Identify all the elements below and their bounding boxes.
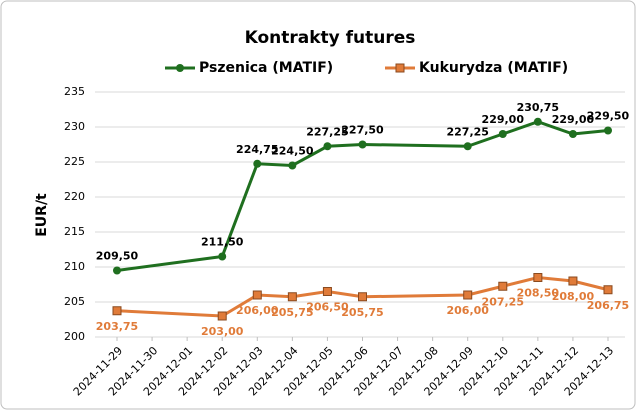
point [218, 252, 227, 261]
point [252, 290, 262, 300]
data-label: 203,00 [201, 325, 244, 338]
data-label: 209,50 [96, 250, 139, 263]
point [253, 159, 262, 168]
point [358, 292, 367, 302]
point [533, 117, 542, 126]
data-label: 229,00 [552, 113, 595, 126]
data-label: 227,50 [341, 124, 384, 137]
point [604, 126, 612, 135]
point [463, 142, 472, 151]
point [533, 273, 543, 282]
data-label: 206,50 [306, 301, 349, 314]
point [217, 311, 227, 321]
point [113, 266, 121, 275]
legend-marker [176, 64, 184, 72]
data-label: 227,25 [446, 125, 488, 138]
data-label: 211,50 [201, 236, 244, 249]
data-label: 206,75 [587, 299, 629, 312]
point [568, 276, 578, 286]
data-label: 206,00 [236, 304, 279, 317]
y-axis-label: EUR/t [34, 193, 50, 237]
data-label: 205,75 [271, 306, 313, 319]
data-label: 229,50 [587, 110, 630, 123]
point [358, 140, 367, 149]
y-tick-label: 200 [64, 330, 85, 343]
data-label: 208,50 [517, 287, 560, 300]
point [323, 142, 332, 151]
data-label: 230,75 [517, 101, 559, 114]
point [498, 281, 508, 291]
legend-marker [395, 63, 405, 73]
point [498, 130, 507, 138]
data-label: 205,75 [341, 306, 383, 319]
y-tick-label: 205 [64, 295, 85, 308]
point [288, 161, 297, 170]
point [463, 290, 473, 300]
y-tick-label: 225 [64, 155, 85, 168]
data-label: 208,00 [552, 290, 595, 303]
data-label: 207,25 [482, 295, 524, 308]
point [568, 130, 577, 138]
data-label: 229,00 [482, 113, 525, 126]
point [287, 292, 297, 302]
data-label: 224,75 [236, 143, 278, 156]
point [112, 306, 122, 316]
y-tick-label: 210 [64, 260, 85, 273]
chart-title: Kontrakty futures [245, 28, 416, 48]
data-label: 203,75 [96, 320, 138, 333]
data-label: 206,00 [446, 304, 489, 317]
legend-label: Pszenica (MATIF) [199, 60, 333, 76]
y-tick-label: 230 [64, 120, 85, 133]
point [603, 285, 613, 295]
y-tick-label: 215 [64, 225, 85, 238]
point [322, 287, 332, 296]
y-tick-label: 235 [64, 85, 85, 98]
y-tick-label: 220 [64, 190, 85, 203]
data-label: 227,25 [306, 125, 348, 138]
data-label: 224,50 [271, 145, 314, 158]
legend-label: Kukurydza (MATIF) [419, 60, 568, 76]
